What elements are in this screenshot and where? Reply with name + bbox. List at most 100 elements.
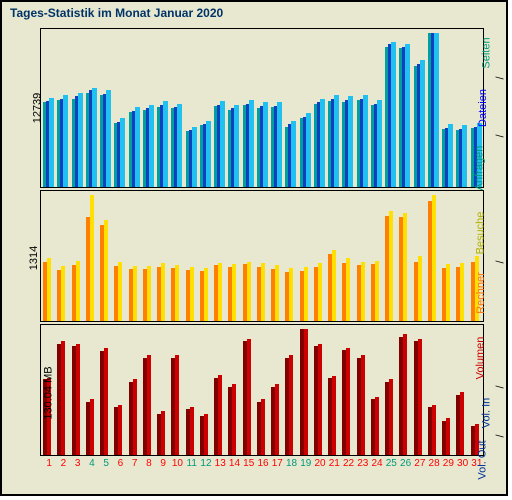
bar — [304, 267, 308, 321]
bar — [291, 121, 296, 187]
bar — [192, 127, 197, 187]
bar — [247, 339, 251, 455]
rlabel-anfragen: Anfragen — [474, 146, 486, 191]
bar — [261, 399, 265, 455]
ylabel-mid: 1314 — [28, 246, 40, 270]
bar — [118, 262, 122, 321]
rlabel-rechner: Rechner — [475, 272, 487, 314]
bar — [403, 213, 407, 321]
bar — [375, 261, 379, 321]
rlabel-volumen: Volumen — [475, 337, 487, 380]
x-tick: 1 — [42, 458, 56, 469]
bar — [391, 42, 396, 187]
panel-volume — [40, 324, 484, 456]
bar — [232, 384, 236, 455]
x-tick: 22 — [342, 458, 356, 469]
bar — [133, 379, 137, 455]
bar — [147, 266, 151, 321]
bar — [76, 261, 80, 321]
bar — [92, 88, 97, 187]
bar — [361, 355, 365, 455]
bar — [334, 95, 339, 187]
x-tick: 16 — [256, 458, 270, 469]
bar — [49, 98, 54, 187]
chart-frame: Tages-Statistik im Monat Januar 2020 127… — [0, 0, 508, 496]
bars-bot — [41, 325, 483, 455]
bar — [232, 264, 236, 321]
x-tick: 21 — [327, 458, 341, 469]
bar — [190, 407, 194, 455]
bar — [249, 100, 254, 187]
bar — [63, 95, 68, 187]
bars-mid — [41, 191, 483, 321]
x-tick: 12 — [199, 458, 213, 469]
x-tick: 29 — [441, 458, 455, 469]
sep5: / — [494, 434, 506, 437]
bar — [332, 250, 336, 321]
x-tick: 26 — [399, 458, 413, 469]
bar — [234, 105, 239, 187]
x-tick: 24 — [370, 458, 384, 469]
bar — [377, 100, 382, 187]
bar — [389, 379, 393, 455]
x-tick: 6 — [113, 458, 127, 469]
sep4: / — [494, 385, 506, 388]
x-tick: 23 — [356, 458, 370, 469]
bar — [118, 405, 122, 455]
x-tick: 7 — [128, 458, 142, 469]
x-tick: 13 — [213, 458, 227, 469]
bar — [190, 267, 194, 321]
x-tick: 27 — [413, 458, 427, 469]
x-tick: 2 — [56, 458, 70, 469]
rlabel-volin: Vol. In — [481, 398, 493, 429]
bar — [263, 102, 268, 187]
rlabel-volout: Vol. Out — [476, 440, 488, 479]
sep3: / — [494, 260, 506, 263]
bar — [218, 263, 222, 321]
bars-top — [41, 29, 483, 187]
bar — [318, 344, 322, 455]
bar — [204, 414, 208, 455]
bar — [277, 102, 282, 187]
ylabel-bot: 130.04 MB — [43, 366, 55, 419]
bar — [306, 113, 311, 187]
x-tick: 8 — [142, 458, 156, 469]
bar — [120, 118, 125, 187]
bar — [106, 90, 111, 187]
x-tick: 9 — [156, 458, 170, 469]
sep2: / — [494, 134, 506, 137]
bar — [76, 344, 80, 455]
x-tick: 18 — [285, 458, 299, 469]
bar — [363, 95, 368, 187]
bar — [204, 268, 208, 321]
bar — [175, 355, 179, 455]
x-tick: 3 — [71, 458, 85, 469]
x-tick: 4 — [85, 458, 99, 469]
x-tick: 28 — [427, 458, 441, 469]
bar — [332, 376, 336, 455]
panel-requests — [40, 28, 484, 188]
bar — [289, 355, 293, 455]
ylabel-top: 12739 — [31, 93, 43, 124]
bar — [104, 220, 108, 321]
chart-title: Tages-Statistik im Monat Januar 2020 — [10, 6, 223, 20]
bar — [418, 256, 422, 321]
bar — [147, 355, 151, 455]
bar — [346, 258, 350, 321]
bar — [375, 397, 379, 455]
bar — [133, 266, 137, 321]
bar — [206, 121, 211, 187]
bar — [361, 262, 365, 321]
bar — [403, 334, 407, 455]
bar — [446, 418, 450, 455]
x-tick: 11 — [185, 458, 199, 469]
bar — [432, 405, 436, 455]
bar — [61, 266, 65, 321]
x-tick: 20 — [313, 458, 327, 469]
bar — [104, 348, 108, 455]
bar — [90, 399, 94, 455]
bar — [432, 195, 436, 321]
bar — [434, 33, 439, 187]
bar — [418, 339, 422, 455]
bar — [304, 329, 308, 455]
